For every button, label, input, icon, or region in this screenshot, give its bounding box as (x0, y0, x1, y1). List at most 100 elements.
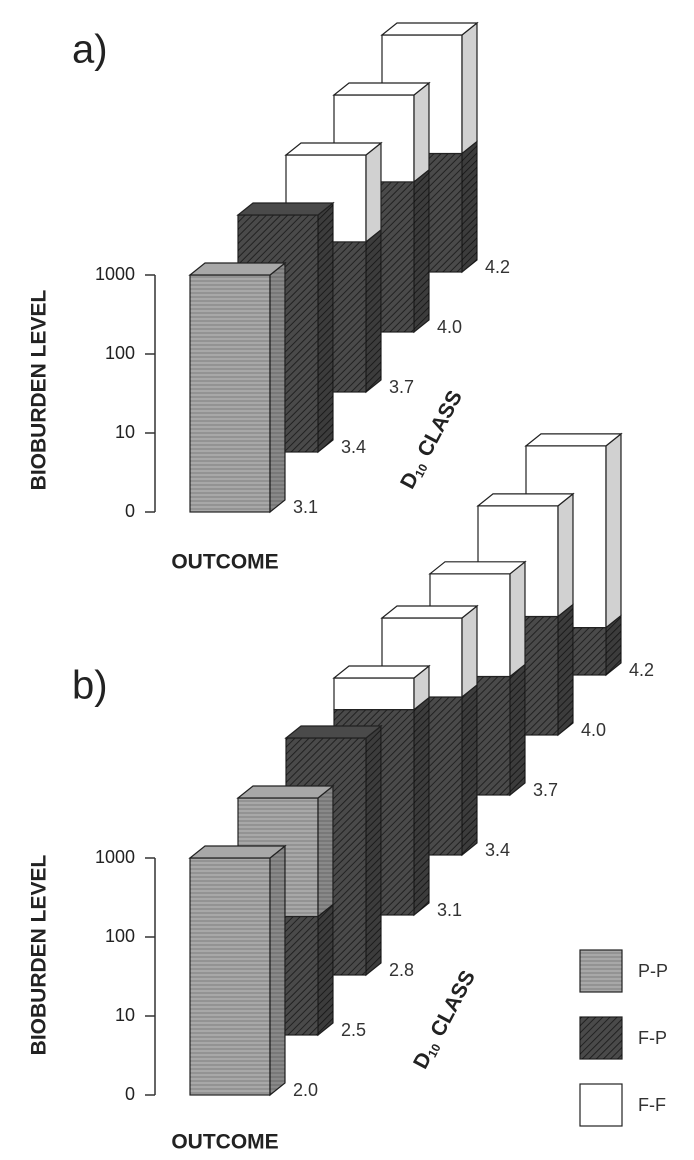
legend-label: F-F (638, 1095, 666, 1115)
outcome-label: OUTCOME (171, 1131, 278, 1154)
bar-hatch (190, 858, 270, 1095)
bar-top (332, 82, 431, 96)
bar-side-shade (270, 846, 285, 1095)
category-label: 2.5 (341, 1020, 366, 1040)
bar-side-shade (414, 666, 429, 710)
bar-side-shade (606, 433, 621, 628)
bar-side-shade (558, 604, 573, 735)
bar-side-hatch (606, 615, 621, 675)
panel-label: b) (72, 664, 108, 708)
outcome-label: OUTCOME (171, 551, 278, 574)
bar-top (284, 142, 383, 156)
bar-side-shade (462, 141, 477, 272)
bar-side-shade (558, 493, 573, 617)
bar-side-shade (606, 615, 621, 675)
bar-side-hatch (462, 606, 477, 697)
bar-side-shade (510, 664, 525, 795)
legend-swatch-hatch (580, 1084, 622, 1126)
bar-side-shade (462, 685, 477, 855)
bar-side-hatch (270, 846, 285, 1095)
bar-side-hatch (318, 203, 333, 452)
bar-side-hatch (414, 169, 429, 332)
category-label: 3.1 (293, 497, 318, 517)
bar-top (236, 202, 335, 216)
legend-label: F-P (638, 1028, 667, 1048)
category-label: 4.0 (437, 317, 462, 337)
category-label: 2.8 (389, 960, 414, 980)
category-label: 3.7 (533, 780, 558, 800)
bar-side-hatch (462, 141, 477, 272)
bar-top (188, 845, 287, 859)
y-tick-label: 100 (105, 926, 135, 946)
bar-side-shade (366, 143, 381, 242)
bar-hatch (190, 275, 270, 512)
bar-side-shade (318, 786, 333, 917)
y-tick-label: 0 (125, 1084, 135, 1104)
category-label: 4.0 (581, 720, 606, 740)
bar-top (236, 785, 335, 799)
legend-swatch-hatch (580, 1017, 622, 1059)
bar-side-hatch (462, 23, 477, 154)
bar-side-hatch (366, 143, 381, 242)
y-tick-label: 10 (115, 422, 135, 442)
bar-top (380, 22, 479, 36)
bar-top (188, 262, 287, 276)
category-label: 4.2 (485, 257, 510, 277)
y-tick-label: 10 (115, 1005, 135, 1025)
bar-side-hatch (606, 433, 621, 628)
bar-side-shade (462, 606, 477, 697)
category-label: 3.4 (341, 437, 366, 457)
bar-side-hatch (270, 263, 285, 512)
legend-label: P-P (638, 961, 668, 981)
y-axis-label: BIOBURDEN LEVEL (28, 854, 51, 1055)
bar-top (332, 665, 431, 679)
bar-top (524, 433, 623, 447)
bar-side-hatch (510, 561, 525, 677)
bar-side-hatch (414, 83, 429, 182)
x-axis-label: D10CLASS (409, 967, 481, 1074)
bar-top (380, 605, 479, 619)
bar-side-hatch (558, 604, 573, 735)
bar-side-shade (414, 83, 429, 182)
bar-side-shade (414, 169, 429, 332)
bar-side-hatch (366, 726, 381, 975)
bar-side-hatch (414, 697, 429, 915)
category-label: 4.2 (629, 660, 654, 680)
y-tick-label: 1000 (95, 847, 135, 867)
bar-side-hatch (558, 493, 573, 617)
category-label: 3.1 (437, 900, 462, 920)
bar-side-shade (366, 229, 381, 392)
bar-side-hatch (318, 904, 333, 1035)
bar-side-shade (510, 561, 525, 677)
bar-side-hatch (366, 229, 381, 392)
y-tick-label: 1000 (95, 264, 135, 284)
bar-hatch (334, 678, 414, 710)
category-label: 2.0 (293, 1080, 318, 1100)
y-tick-label: 0 (125, 501, 135, 521)
bar-side-shade (462, 23, 477, 154)
bar-side-shade (318, 904, 333, 1035)
x-axis-label-sub: 10 (425, 1041, 444, 1060)
y-tick-label: 100 (105, 343, 135, 363)
bar-top (284, 725, 383, 739)
x-axis-label-sub: 10 (412, 461, 431, 480)
category-label: 3.4 (485, 840, 510, 860)
bar-side-hatch (414, 666, 429, 710)
bar-side-shade (318, 203, 333, 452)
bar-side-hatch (510, 664, 525, 795)
bar-side-hatch (318, 786, 333, 917)
bar-side-hatch (462, 685, 477, 855)
y-axis-label: BIOBURDEN LEVEL (28, 289, 51, 490)
bar-top (476, 493, 575, 507)
bar-side-shade (270, 263, 285, 512)
x-axis-label-rest: CLASS (413, 387, 467, 461)
legend-swatch-hatch (580, 950, 622, 992)
bar-top (428, 561, 527, 575)
x-axis-label-rest: CLASS (426, 967, 480, 1041)
panel-label: a) (72, 28, 108, 72)
category-label: 3.7 (389, 377, 414, 397)
bar-side-shade (414, 697, 429, 915)
x-axis-label: D10CLASS (396, 387, 468, 494)
bar-side-shade (366, 726, 381, 975)
